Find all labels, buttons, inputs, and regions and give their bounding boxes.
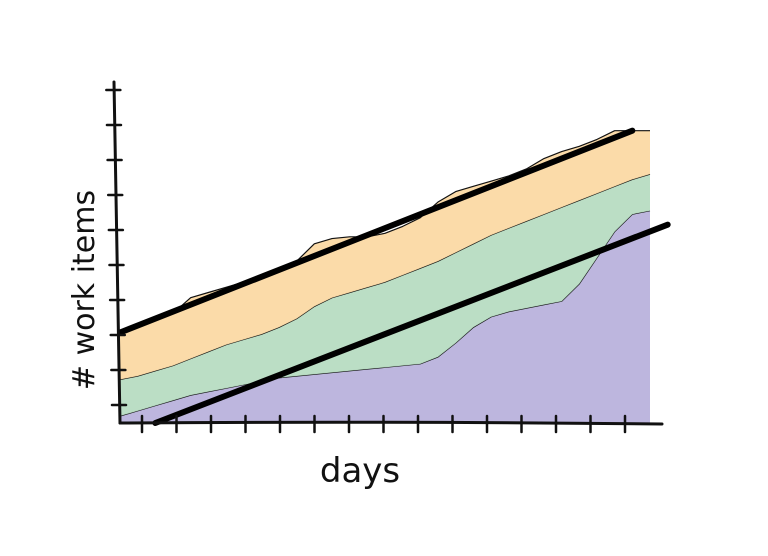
x-axis-ticks	[140, 414, 627, 434]
area-band-2	[120, 174, 650, 417]
trend-line-1	[117, 127, 636, 336]
x-axis	[118, 420, 664, 426]
x-axis-label: days	[320, 451, 400, 491]
y-axis	[112, 80, 122, 425]
trend-line-2	[152, 221, 671, 426]
area-band-1	[120, 210, 650, 423]
y-axis-label: # work items	[67, 190, 102, 390]
stacked-areas	[119, 130, 651, 423]
trend-lines	[117, 127, 671, 426]
area-band-3	[120, 130, 650, 380]
area-edge-3	[119, 130, 650, 334]
y-axis-ticks	[105, 88, 128, 407]
